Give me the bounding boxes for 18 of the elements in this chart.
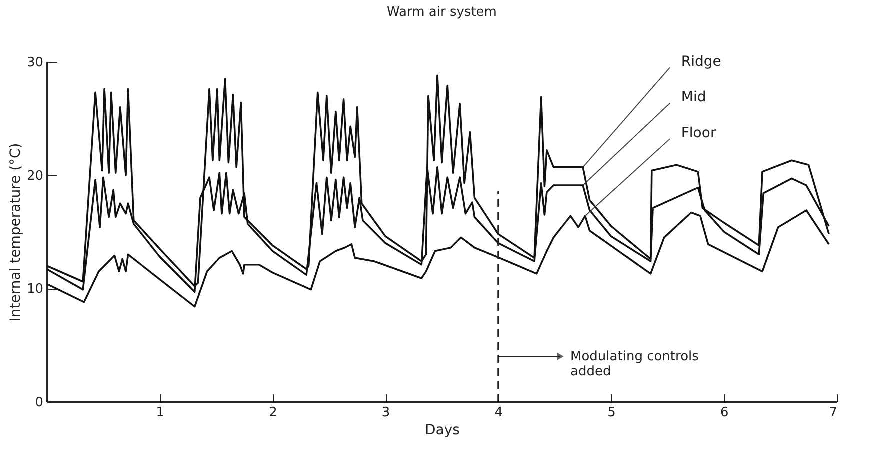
y-tick-label: 0 [35,396,44,410]
y-tick-label: 20 [26,168,44,184]
x-tick-label: 2 [269,406,278,420]
y-axis-title: Internal temperature (°C) [8,143,24,322]
x-tick-label: 4 [494,406,504,420]
y-tick-label: 30 [26,56,44,70]
text: Ridge [681,54,722,70]
y-tick-label: 10 [26,282,44,298]
x-tick-label: 5 [608,406,616,420]
text: Mid [681,90,706,106]
chart-title: Warm air system [387,5,497,20]
x-axis-title: Days [425,422,460,438]
x-tick-label: 1 [156,406,164,420]
x-tick-label: 3 [382,406,390,420]
text: Floor [681,125,716,142]
x-tick-label: 7 [829,406,838,420]
annotation: Modulating controls added [570,350,700,380]
x-tick-label: 6 [720,406,729,420]
